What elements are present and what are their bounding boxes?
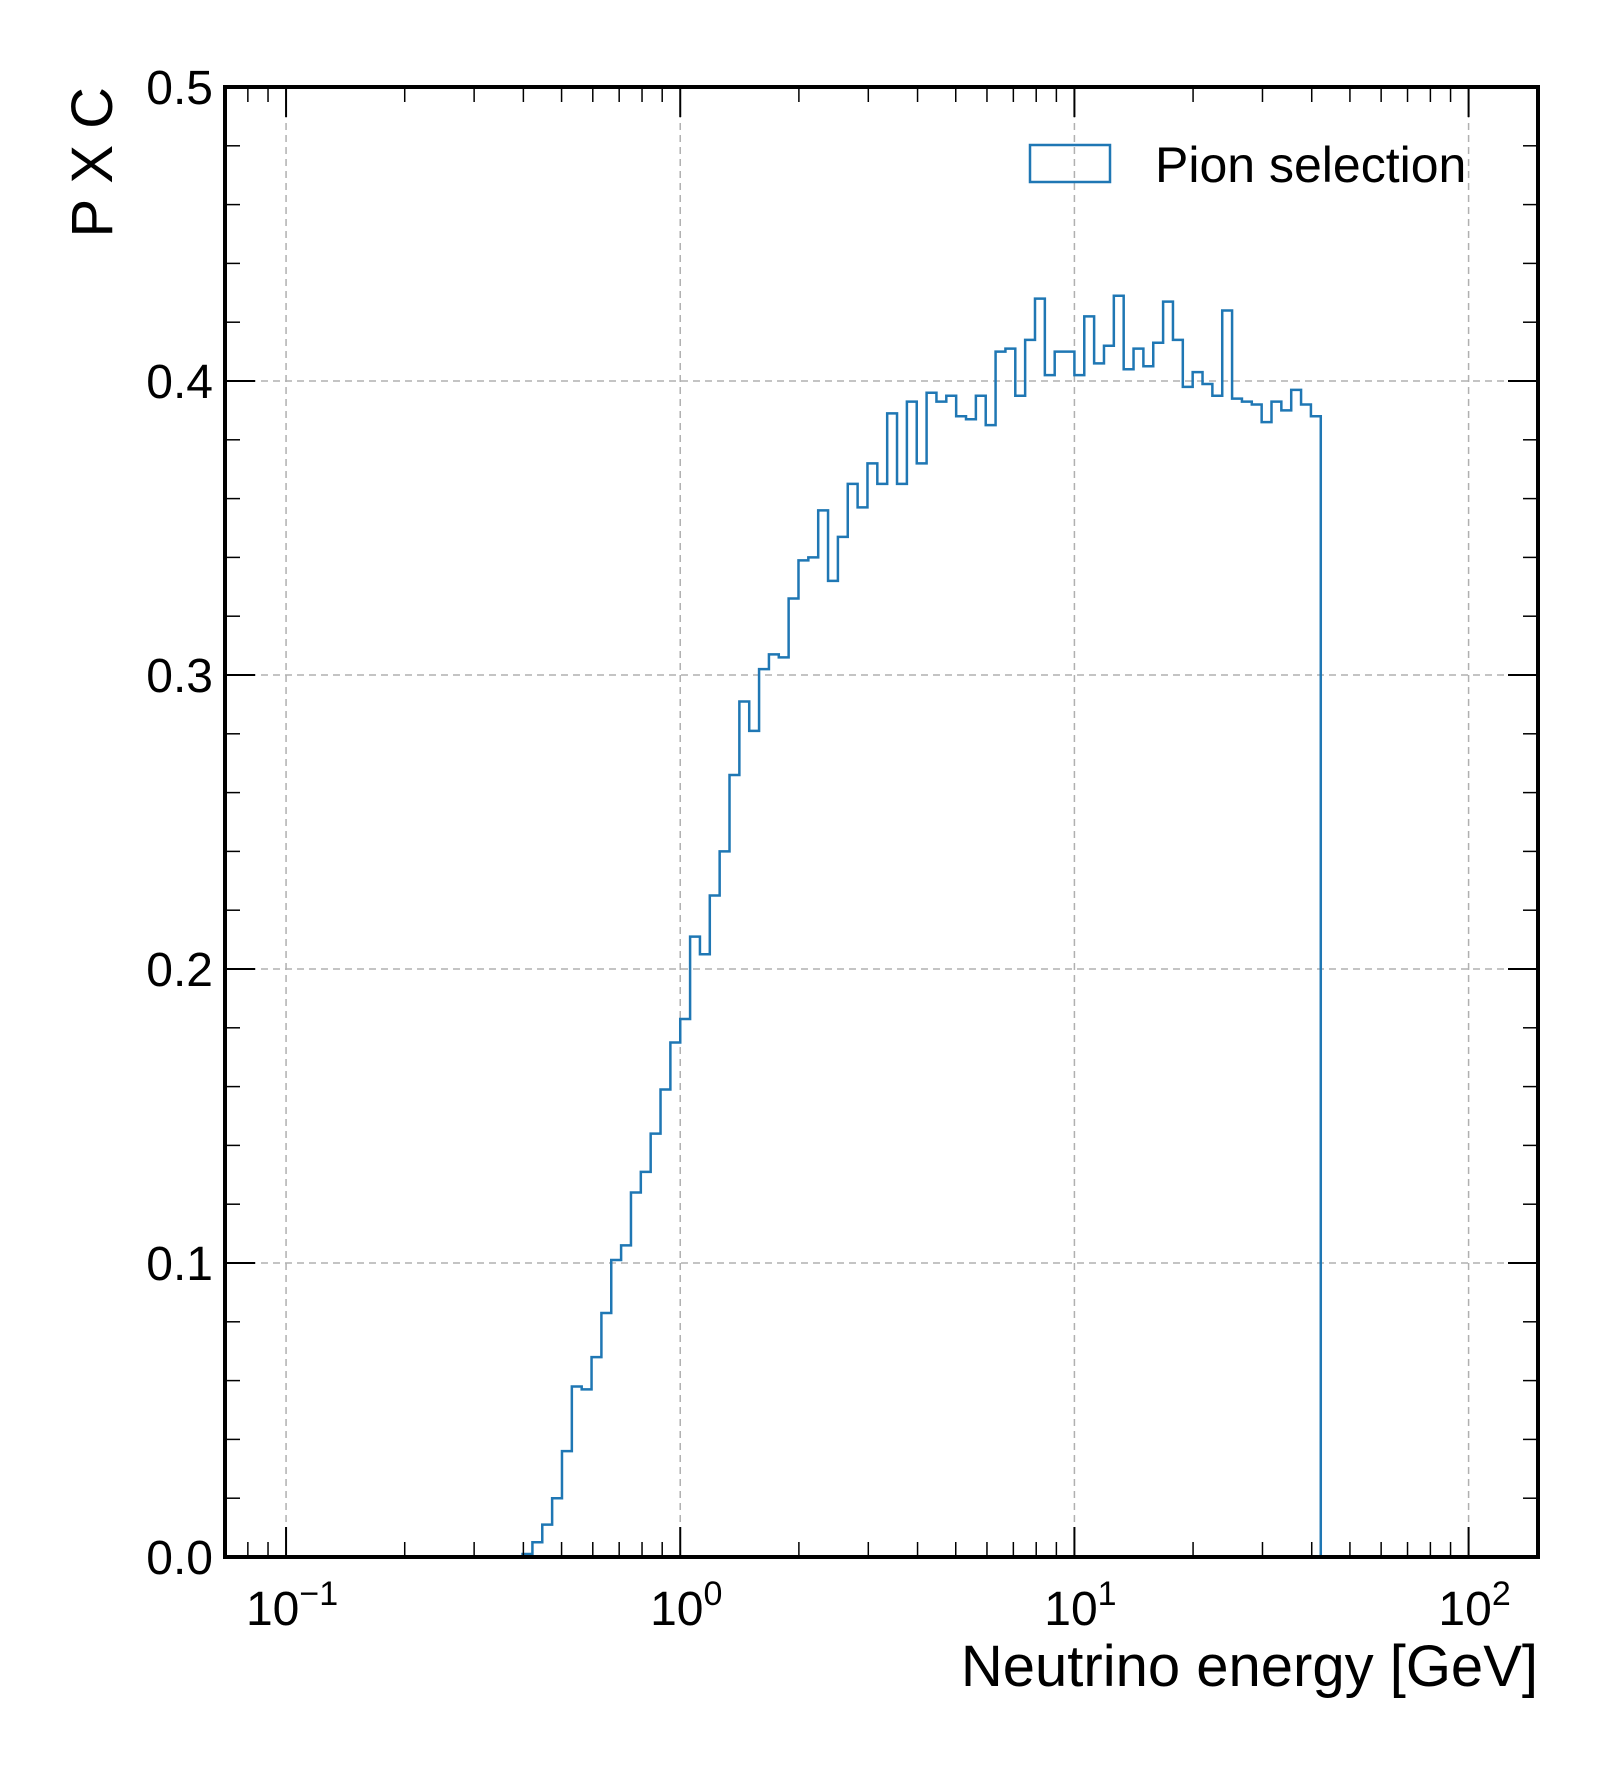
- x-tick-label: 101: [1044, 1575, 1116, 1636]
- tick-labels: 0.0 0.1 0.2 0.3 0.4 0.5 10−1 100 101 102: [146, 62, 1510, 1636]
- y-tick-label: 0.5: [146, 62, 213, 115]
- x-tick-label: 10−1: [246, 1575, 338, 1636]
- grid-lines: [225, 87, 1538, 1557]
- y-tick-label: 0.4: [146, 356, 213, 409]
- y-tick-label: 0.0: [146, 1532, 213, 1585]
- y-tick-label: 0.2: [146, 944, 213, 997]
- y-axis-label: P X C: [60, 87, 125, 237]
- y-tick-label: 0.1: [146, 1238, 213, 1291]
- legend-swatch: [1028, 143, 1112, 184]
- x-axis-label: Neutrino energy [GeV]: [961, 1634, 1538, 1699]
- x-tick-label: 102: [1438, 1575, 1510, 1636]
- plot-area: [286, 294, 1469, 1559]
- x-tick-label: 100: [650, 1575, 722, 1636]
- histogram-series-pion-selection: [286, 294, 1469, 1559]
- y-tick-label: 0.3: [146, 650, 213, 703]
- legend-label: Pion selection: [1155, 137, 1466, 193]
- legend: Pion selection: [1028, 137, 1466, 193]
- plot-frame: [223, 85, 1540, 1559]
- axis-ticks: [225, 86, 1538, 1558]
